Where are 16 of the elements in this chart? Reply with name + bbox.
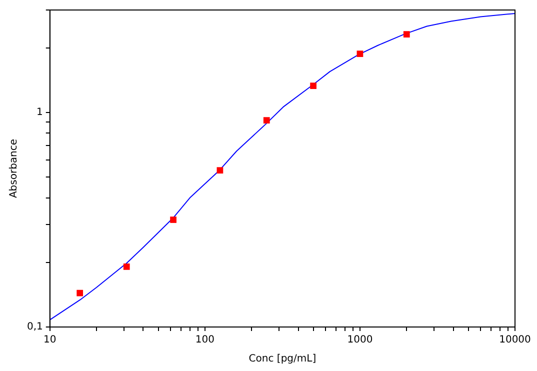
point <box>356 50 364 57</box>
x-tick-label: 10000 <box>499 334 531 346</box>
x-tick-label: 100 <box>195 334 214 346</box>
x-axis-title: Conc [pg/mL] <box>248 354 316 365</box>
y-tick-label: 0,1 <box>26 322 43 333</box>
y-tick-label: 1 <box>36 106 43 118</box>
y-axis-title: Absorbance <box>8 138 20 198</box>
point <box>170 216 176 223</box>
point <box>216 167 224 174</box>
point <box>310 82 316 89</box>
x-tick-label: 1000 <box>347 334 373 346</box>
point <box>76 290 84 296</box>
point <box>123 264 130 270</box>
point <box>263 117 270 124</box>
x-tick-label: 10 <box>44 334 56 346</box>
point <box>403 31 410 38</box>
